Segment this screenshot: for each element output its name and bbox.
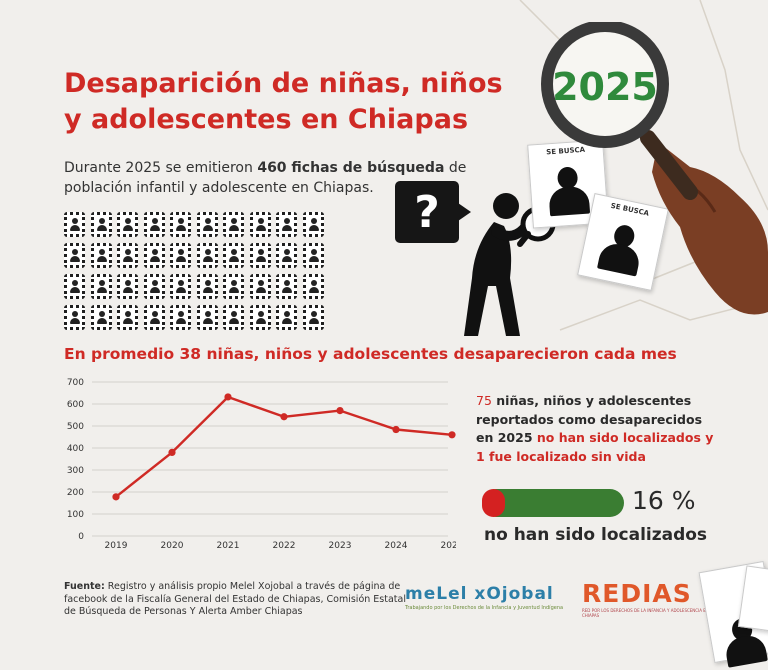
title-line-2: y adolescentes en Chiapas xyxy=(64,104,469,135)
y-tick-label: 700 xyxy=(67,378,84,388)
data-point xyxy=(168,448,176,456)
x-tick-label: 2020 xyxy=(161,541,184,551)
missing-person-card-icon xyxy=(302,305,324,330)
intro-bold: 460 fichas de búsqueda xyxy=(257,160,445,176)
poster-body xyxy=(723,633,768,668)
missing-person-card-icon xyxy=(90,274,112,299)
x-tick-label: 2021 xyxy=(217,541,240,551)
y-tick-label: 600 xyxy=(67,400,84,410)
missing-person-card-icon xyxy=(302,274,324,299)
missing-person-card-icon xyxy=(143,212,165,237)
stat-line-2: reportados como desaparecidos xyxy=(476,411,703,427)
missing-person-card-icon xyxy=(117,243,138,268)
progress-bar xyxy=(482,489,624,517)
x-tick-label: 2019 xyxy=(105,541,128,551)
missing-person-card-icon xyxy=(170,305,191,330)
y-tick-label: 100 xyxy=(67,510,84,520)
missing-person-card-icon xyxy=(249,212,271,237)
line-chart: 0 100 200 300 400 500 600 700 2019 2020 2021 2022 20… xyxy=(67,378,456,551)
y-tick-label: 300 xyxy=(67,466,84,476)
x-tick-label: 2024 xyxy=(385,541,408,551)
missing-person-card-icon xyxy=(196,274,218,299)
stat-line-4: 1 fue localizado sin vida xyxy=(476,448,646,464)
redias-logo: REDIAS RED POR LOS DERECHOS DE LA INFANC… xyxy=(582,579,712,618)
missing-person-card-icon xyxy=(64,274,85,299)
missing-person-card-icon xyxy=(170,212,191,237)
missing-person-card-icon xyxy=(249,305,271,330)
missing-person-card-icon xyxy=(302,212,324,237)
melel-logo-name: meLel xOjobal xyxy=(405,584,554,604)
x-tick-label: 2022 xyxy=(273,541,296,551)
intro-text: Durante 2025 se emitieron 460 fichas de … xyxy=(64,158,484,198)
year-badge: 2025 xyxy=(552,65,658,109)
title-line-1: Desaparición de niñas, niños xyxy=(64,68,503,99)
data-point xyxy=(448,431,456,439)
missing-person-card-icon xyxy=(90,305,112,330)
missing-person-card-icon xyxy=(143,274,165,299)
stat-line-1: niñas, niños y adolescentes xyxy=(491,393,692,408)
x-tick-label: 2023 xyxy=(329,541,352,551)
y-tick-label: 0 xyxy=(78,532,84,542)
progress-caption: no han sido localizados xyxy=(484,525,708,545)
missing-person-card-icon xyxy=(143,305,165,330)
missing-person-card-icon xyxy=(196,305,218,330)
data-point xyxy=(280,413,288,421)
missing-person-card-icon xyxy=(90,243,112,268)
progress-percent: 16 % xyxy=(632,486,696,515)
missing-person-card-icon xyxy=(196,243,218,268)
missing-person-card-icon xyxy=(117,274,138,299)
data-point xyxy=(224,393,232,401)
y-tick-label: 200 xyxy=(67,488,84,498)
missing-person-card-icon xyxy=(64,305,85,330)
missing-person-card-icon xyxy=(64,212,85,237)
missing-card-grid xyxy=(64,212,344,336)
missing-person-card-icon xyxy=(223,243,244,268)
y-tick-label: 500 xyxy=(67,422,84,432)
missing-person-card-icon xyxy=(196,212,218,237)
source-label: Fuente: xyxy=(64,581,105,592)
y-tick-label: 400 xyxy=(67,444,84,454)
stat-text: 75 niñas, niños y adolescentes reportado… xyxy=(476,392,736,466)
missing-person-card-icon xyxy=(249,274,271,299)
source-text: Registro y análisis propio Melel Xojobal… xyxy=(64,581,406,617)
melel-xojobal-logo: meLel xOjobal Trabajando por los Derecho… xyxy=(405,584,565,611)
missing-person-card-icon xyxy=(170,243,191,268)
missing-person-card-icon xyxy=(170,274,191,299)
melel-logo-tagline: Trabajando por los Derechos de la Infanc… xyxy=(405,605,564,611)
missing-person-card-icon xyxy=(90,212,112,237)
question-mark: ? xyxy=(414,186,440,238)
stat-count: 75 xyxy=(476,393,492,408)
data-point xyxy=(336,407,344,415)
missing-person-card-icon xyxy=(276,212,297,237)
missing-person-card-icon xyxy=(302,243,324,268)
missing-person-card-icon xyxy=(223,274,244,299)
progress-fill xyxy=(482,489,505,517)
stat-line-3a: en 2025 xyxy=(476,430,537,445)
missing-person-card-icon xyxy=(223,305,244,330)
stat-line-3b: no han sido localizados y xyxy=(536,430,714,445)
missing-person-card-icon xyxy=(143,243,165,268)
redias-logo-tagline: RED POR LOS DERECHOS DE LA INFANCIA Y AD… xyxy=(582,608,709,618)
missing-person-card-icon xyxy=(276,305,297,330)
question-icon: ? xyxy=(395,181,471,243)
intro-part-1: Durante 2025 se emitieron xyxy=(64,160,258,176)
redias-logo-name: REDIAS xyxy=(582,579,692,608)
missing-person-card-icon xyxy=(117,305,138,330)
missing-person-card-icon xyxy=(276,243,297,268)
page-title: Desaparición de niñas, niños y adolescen… xyxy=(64,66,534,138)
data-point xyxy=(112,493,120,501)
data-point xyxy=(392,425,400,434)
missing-person-card-icon xyxy=(223,212,244,237)
missing-person-card-icon xyxy=(117,212,138,237)
missing-person-card-icon xyxy=(64,243,85,268)
intro-part-2: de población infantil y adolescente en C… xyxy=(64,160,467,196)
x-tick-label: 2025 xyxy=(441,541,456,551)
magnifier-icon: 2025 xyxy=(541,22,768,315)
chart-subtitle: En promedio 38 niñas, niños y adolescent… xyxy=(64,345,677,363)
missing-person-card-icon xyxy=(249,243,271,268)
missing-person-card-icon xyxy=(276,274,297,299)
series-line xyxy=(115,395,453,498)
source-note: Fuente: Registro y análisis propio Melel… xyxy=(64,581,414,619)
